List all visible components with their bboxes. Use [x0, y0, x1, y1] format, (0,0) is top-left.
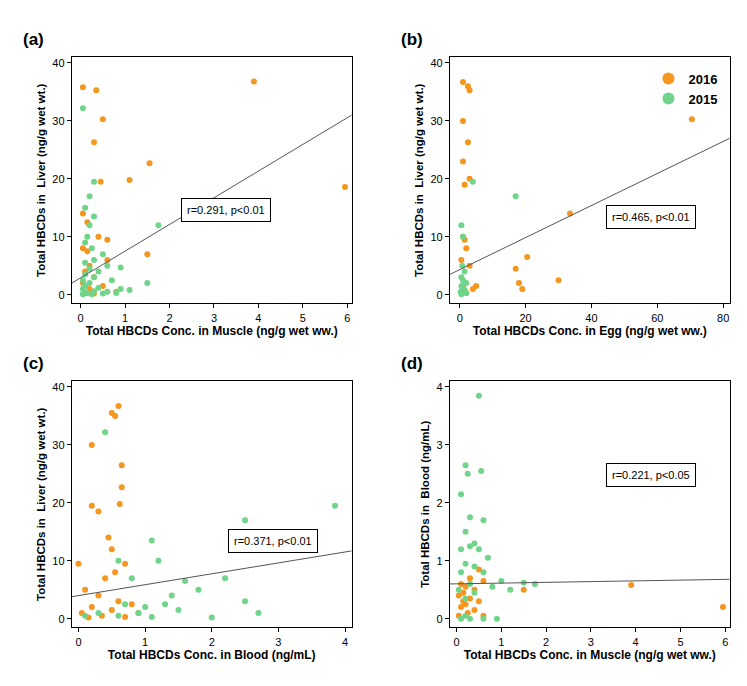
- svg-text:r=0.291, p<0.01: r=0.291, p<0.01: [187, 204, 265, 216]
- svg-text:0: 0: [437, 289, 443, 301]
- svg-text:Total HBCDs in Liver (ng/g we: Total HBCDs in Liver (ng/g wet wt.): [35, 407, 47, 601]
- svg-text:10: 10: [52, 231, 64, 243]
- svg-text:(b): (b): [401, 30, 423, 49]
- svg-text:1: 1: [498, 636, 504, 648]
- svg-text:0: 0: [75, 636, 81, 648]
- svg-text:3: 3: [437, 439, 443, 451]
- svg-text:Total HBCDs in Liver (ng/g we: Total HBCDs in Liver (ng/g wet wt.): [35, 83, 47, 277]
- svg-text:2016: 2016: [688, 72, 717, 87]
- svg-text:0: 0: [58, 613, 64, 625]
- svg-text:40: 40: [52, 381, 64, 393]
- svg-text:20: 20: [52, 497, 64, 509]
- svg-text:30: 30: [52, 115, 64, 127]
- svg-text:4: 4: [255, 312, 261, 324]
- svg-text:2: 2: [543, 636, 549, 648]
- svg-text:40: 40: [585, 312, 597, 324]
- svg-text:Total HBCDs Conc. in Egg (ng/g: Total HBCDs Conc. in Egg (ng/g wet ww.): [473, 324, 707, 338]
- svg-text:10: 10: [52, 555, 64, 567]
- svg-text:1: 1: [437, 555, 443, 567]
- svg-text:20: 20: [52, 173, 64, 185]
- svg-text:5: 5: [300, 312, 306, 324]
- svg-text:r=0.465, p<0.01: r=0.465, p<0.01: [612, 211, 690, 223]
- svg-text:6: 6: [722, 636, 728, 648]
- svg-text:r=0.371, p<0.01: r=0.371, p<0.01: [234, 535, 312, 547]
- svg-text:1: 1: [122, 312, 128, 324]
- svg-text:3: 3: [588, 636, 594, 648]
- svg-text:40: 40: [430, 57, 442, 69]
- svg-text:0: 0: [78, 312, 84, 324]
- svg-text:0: 0: [453, 636, 459, 648]
- svg-text:30: 30: [430, 115, 442, 127]
- svg-text:60: 60: [651, 312, 663, 324]
- svg-text:40: 40: [52, 57, 64, 69]
- svg-text:6: 6: [344, 312, 350, 324]
- svg-text:Total HBCDs in Blood (ng/mL): Total HBCDs in Blood (ng/mL): [419, 421, 431, 588]
- svg-text:Total HBCDs Conc. in Muscle (n: Total HBCDs Conc. in Muscle (ng/g wet ww…: [86, 324, 338, 338]
- svg-text:0: 0: [457, 312, 463, 324]
- svg-text:Total HBCDs in Liver (ng/g we: Total HBCDs in Liver (ng/g wet wt.): [413, 83, 425, 277]
- svg-text:30: 30: [52, 439, 64, 451]
- svg-text:4: 4: [437, 381, 443, 393]
- svg-text:2: 2: [166, 312, 172, 324]
- svg-text:(c): (c): [23, 354, 44, 373]
- svg-text:3: 3: [211, 312, 217, 324]
- svg-text:10: 10: [430, 231, 442, 243]
- svg-text:2: 2: [209, 636, 215, 648]
- svg-text:Total HBCDs Conc. in Blood (ng: Total HBCDs Conc. in Blood (ng/mL): [108, 648, 316, 662]
- svg-text:(a): (a): [23, 30, 44, 49]
- svg-text:80: 80: [717, 312, 729, 324]
- svg-text:0: 0: [58, 289, 64, 301]
- svg-text:4: 4: [342, 636, 348, 648]
- svg-text:(d): (d): [401, 354, 423, 373]
- svg-text:Total HBCDs Conc. in Muscle (n: Total HBCDs Conc. in Muscle (ng/g wet ww…: [464, 648, 716, 662]
- svg-text:5: 5: [677, 636, 683, 648]
- svg-text:r=0.221, p<0.05: r=0.221, p<0.05: [612, 469, 690, 481]
- svg-text:20: 20: [519, 312, 531, 324]
- svg-text:2015: 2015: [688, 92, 717, 107]
- svg-text:4: 4: [633, 636, 639, 648]
- svg-text:2: 2: [437, 497, 443, 509]
- svg-text:1: 1: [142, 636, 148, 648]
- svg-text:3: 3: [275, 636, 281, 648]
- svg-text:20: 20: [430, 173, 442, 185]
- svg-text:0: 0: [437, 613, 443, 625]
